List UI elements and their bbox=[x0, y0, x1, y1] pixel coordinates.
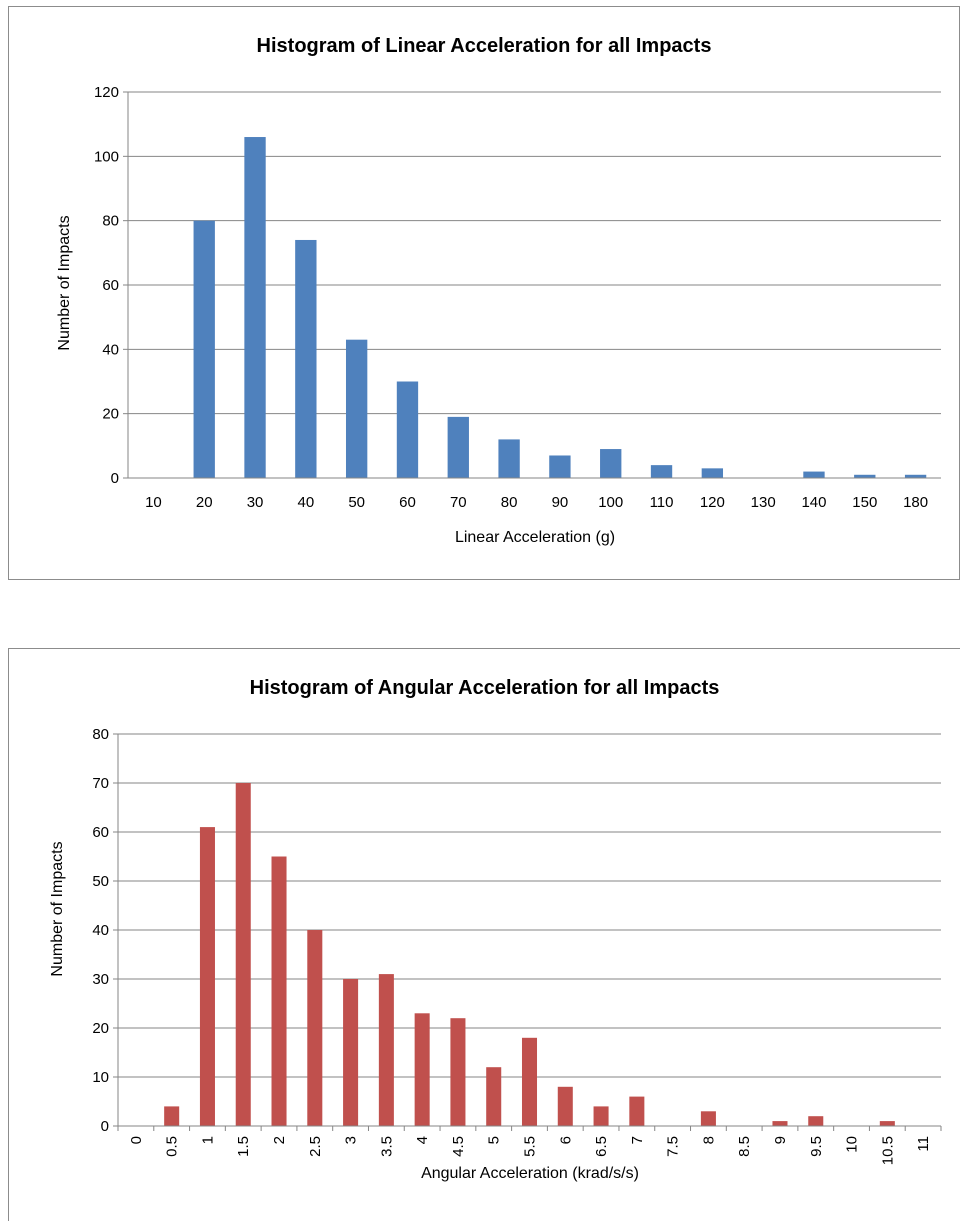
bar bbox=[904, 474, 927, 478]
y-tick-label: 10 bbox=[92, 1069, 109, 1086]
angular-acceleration-chart: Histogram of Angular Acceleration for al… bbox=[8, 648, 960, 1221]
x-tick-label: 6.5 bbox=[593, 1136, 610, 1157]
x-tick-label: 1.5 bbox=[235, 1136, 252, 1157]
x-tick-label: 130 bbox=[751, 494, 776, 511]
y-tick-label: 120 bbox=[94, 84, 119, 101]
y-tick-label: 80 bbox=[102, 213, 119, 230]
bar bbox=[650, 465, 673, 478]
y-tick-label: 30 bbox=[92, 971, 109, 988]
bar bbox=[854, 474, 876, 478]
bar bbox=[557, 1086, 573, 1126]
x-tick-label: 9.5 bbox=[808, 1136, 825, 1157]
y-tick-label: 0 bbox=[111, 470, 119, 487]
bar bbox=[593, 1106, 609, 1126]
x-tick-label: 4.5 bbox=[450, 1136, 467, 1157]
y-tick-label: 80 bbox=[92, 726, 109, 743]
x-tick-label: 120 bbox=[700, 494, 725, 511]
x-tick-label: 7.5 bbox=[665, 1136, 682, 1157]
x-tick-label: 40 bbox=[298, 494, 315, 511]
x-tick-label: 10 bbox=[145, 494, 162, 511]
y-tick-label: 20 bbox=[92, 1020, 109, 1037]
bar bbox=[447, 416, 469, 478]
x-tick-label: 2.5 bbox=[307, 1136, 324, 1157]
bar bbox=[343, 979, 359, 1126]
bar bbox=[772, 1121, 788, 1126]
bar bbox=[244, 137, 266, 479]
chart-title: Histogram of Linear Acceleration for all… bbox=[256, 35, 712, 57]
x-tick-label: 7 bbox=[629, 1136, 646, 1144]
bar bbox=[378, 974, 394, 1126]
bar bbox=[879, 1121, 895, 1126]
bar bbox=[521, 1037, 538, 1126]
y-tick-label: 70 bbox=[92, 775, 109, 792]
x-tick-label: 10.5 bbox=[879, 1136, 896, 1165]
linear-acceleration-chart: Histogram of Linear Acceleration for all… bbox=[8, 6, 960, 580]
bar bbox=[414, 1013, 430, 1126]
x-axis-title: Linear Acceleration (g) bbox=[454, 529, 616, 546]
bar bbox=[549, 455, 571, 478]
y-tick-label: 60 bbox=[102, 277, 119, 294]
x-tick-label: 90 bbox=[552, 494, 569, 511]
chart-title: Histogram of Angular Acceleration for al… bbox=[249, 677, 720, 699]
x-tick-label: 100 bbox=[598, 494, 623, 511]
bar bbox=[486, 1067, 502, 1126]
y-tick-label: 60 bbox=[92, 824, 109, 841]
bar bbox=[164, 1106, 180, 1126]
x-tick-label: 1 bbox=[199, 1136, 216, 1144]
bar bbox=[396, 381, 419, 478]
x-tick-label: 20 bbox=[196, 494, 213, 511]
y-axis-title: Number of Impacts bbox=[56, 215, 73, 351]
bar bbox=[271, 856, 287, 1126]
linear-acceleration-plot: 0 20 40 60 80 100 120 10 20 30 40 50 60 70 80 90 100 110 1… bbox=[94, 84, 941, 511]
bar bbox=[629, 1096, 645, 1126]
bar bbox=[193, 220, 215, 478]
y-tick-label: 40 bbox=[102, 341, 119, 358]
y-tick-label: 40 bbox=[92, 922, 109, 939]
x-tick-label: 2 bbox=[271, 1136, 288, 1144]
y-tick-label: 0 bbox=[101, 1118, 109, 1135]
bar bbox=[701, 468, 724, 478]
x-tick-label: 180 bbox=[903, 494, 928, 511]
x-tick-label: 5 bbox=[486, 1136, 503, 1144]
bar bbox=[295, 239, 317, 478]
bar bbox=[808, 1116, 824, 1126]
x-tick-label: 4 bbox=[414, 1136, 431, 1144]
bar bbox=[235, 783, 251, 1126]
bar bbox=[307, 930, 323, 1126]
x-tick-label: 10 bbox=[844, 1136, 861, 1153]
x-tick-label: 3 bbox=[343, 1136, 360, 1144]
x-tick-label: 0.5 bbox=[164, 1136, 181, 1157]
x-tick-label: 80 bbox=[501, 494, 518, 511]
y-tick-label: 100 bbox=[94, 148, 119, 165]
bar bbox=[199, 827, 215, 1126]
bar bbox=[803, 471, 825, 478]
x-tick-label: 70 bbox=[450, 494, 467, 511]
x-tick-label: 5.5 bbox=[522, 1136, 539, 1157]
angular-acceleration-plot: 0 10 20 30 40 50 60 70 80 0 0.5 1 1.5 2 2.5 3 3.5 4 4.5 5 5.… bbox=[92, 726, 942, 1165]
bar bbox=[498, 439, 520, 478]
y-tick-label: 50 bbox=[92, 873, 109, 890]
bar bbox=[600, 449, 622, 478]
x-tick-label: 6 bbox=[557, 1136, 574, 1144]
x-tick-label: 150 bbox=[852, 494, 877, 511]
x-tick-label: 140 bbox=[801, 494, 826, 511]
x-axis-title: Angular Acceleration (krad/s/s) bbox=[421, 1165, 639, 1182]
x-tick-label: 3.5 bbox=[378, 1136, 395, 1157]
x-tick-label: 110 bbox=[650, 494, 674, 511]
x-tick-label: 60 bbox=[399, 494, 416, 511]
x-tick-label: 8.5 bbox=[736, 1136, 753, 1157]
x-tick-label: 9 bbox=[772, 1136, 789, 1144]
y-axis-title: Number of Impacts bbox=[49, 841, 66, 977]
bar bbox=[345, 339, 368, 478]
x-tick-label: 11 bbox=[915, 1136, 932, 1152]
bar bbox=[700, 1111, 716, 1126]
x-tick-label: 8 bbox=[700, 1136, 717, 1144]
x-tick-label: 30 bbox=[247, 494, 264, 511]
bar bbox=[450, 1018, 466, 1126]
x-tick-label: 50 bbox=[348, 494, 365, 511]
x-tick-label: 0 bbox=[128, 1136, 145, 1144]
y-tick-label: 20 bbox=[102, 406, 119, 423]
